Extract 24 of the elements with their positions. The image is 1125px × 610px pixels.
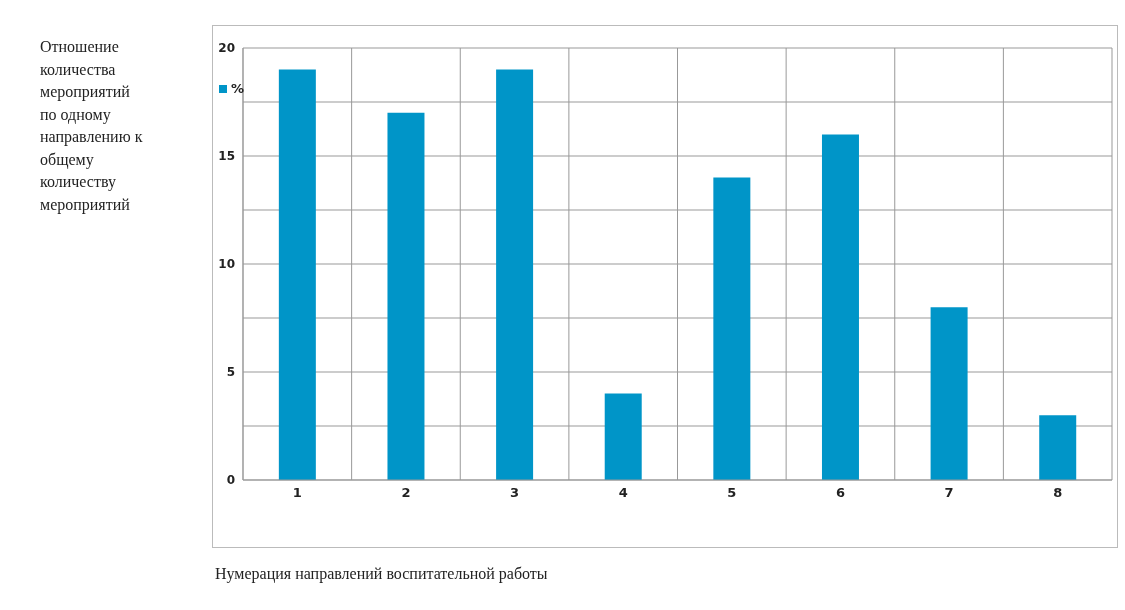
y-axis-title: Отношение количества мероприятий по одному направлению к общему количеству мероприятий [40,37,144,216]
x-tick-label: 6 [835,485,845,501]
y-tick-label: 20 [218,41,235,56]
bar [930,307,968,480]
x-tick-label: 3 [510,485,520,501]
bar [278,69,316,480]
y-tick-label: 10 [218,257,235,272]
x-tick-label: 2 [401,485,411,501]
legend-label: % [231,81,245,96]
bar [496,69,534,480]
bar [713,177,751,480]
bar [604,393,642,480]
x-tick-label: 1 [292,485,302,501]
y-tick-label: 15 [218,149,235,164]
bar [387,112,425,480]
x-tick-label: 8 [1053,485,1063,501]
bar [1039,415,1077,480]
x-tick-label: 7 [944,485,954,501]
y-tick-label: 5 [226,365,235,380]
x-tick-label: 5 [727,485,737,501]
bar [821,134,859,480]
y-tick-label: 0 [226,473,235,488]
x-tick-label: 4 [618,485,628,501]
x-axis-title: Нумерация направлений воспитательной работы [215,565,548,583]
